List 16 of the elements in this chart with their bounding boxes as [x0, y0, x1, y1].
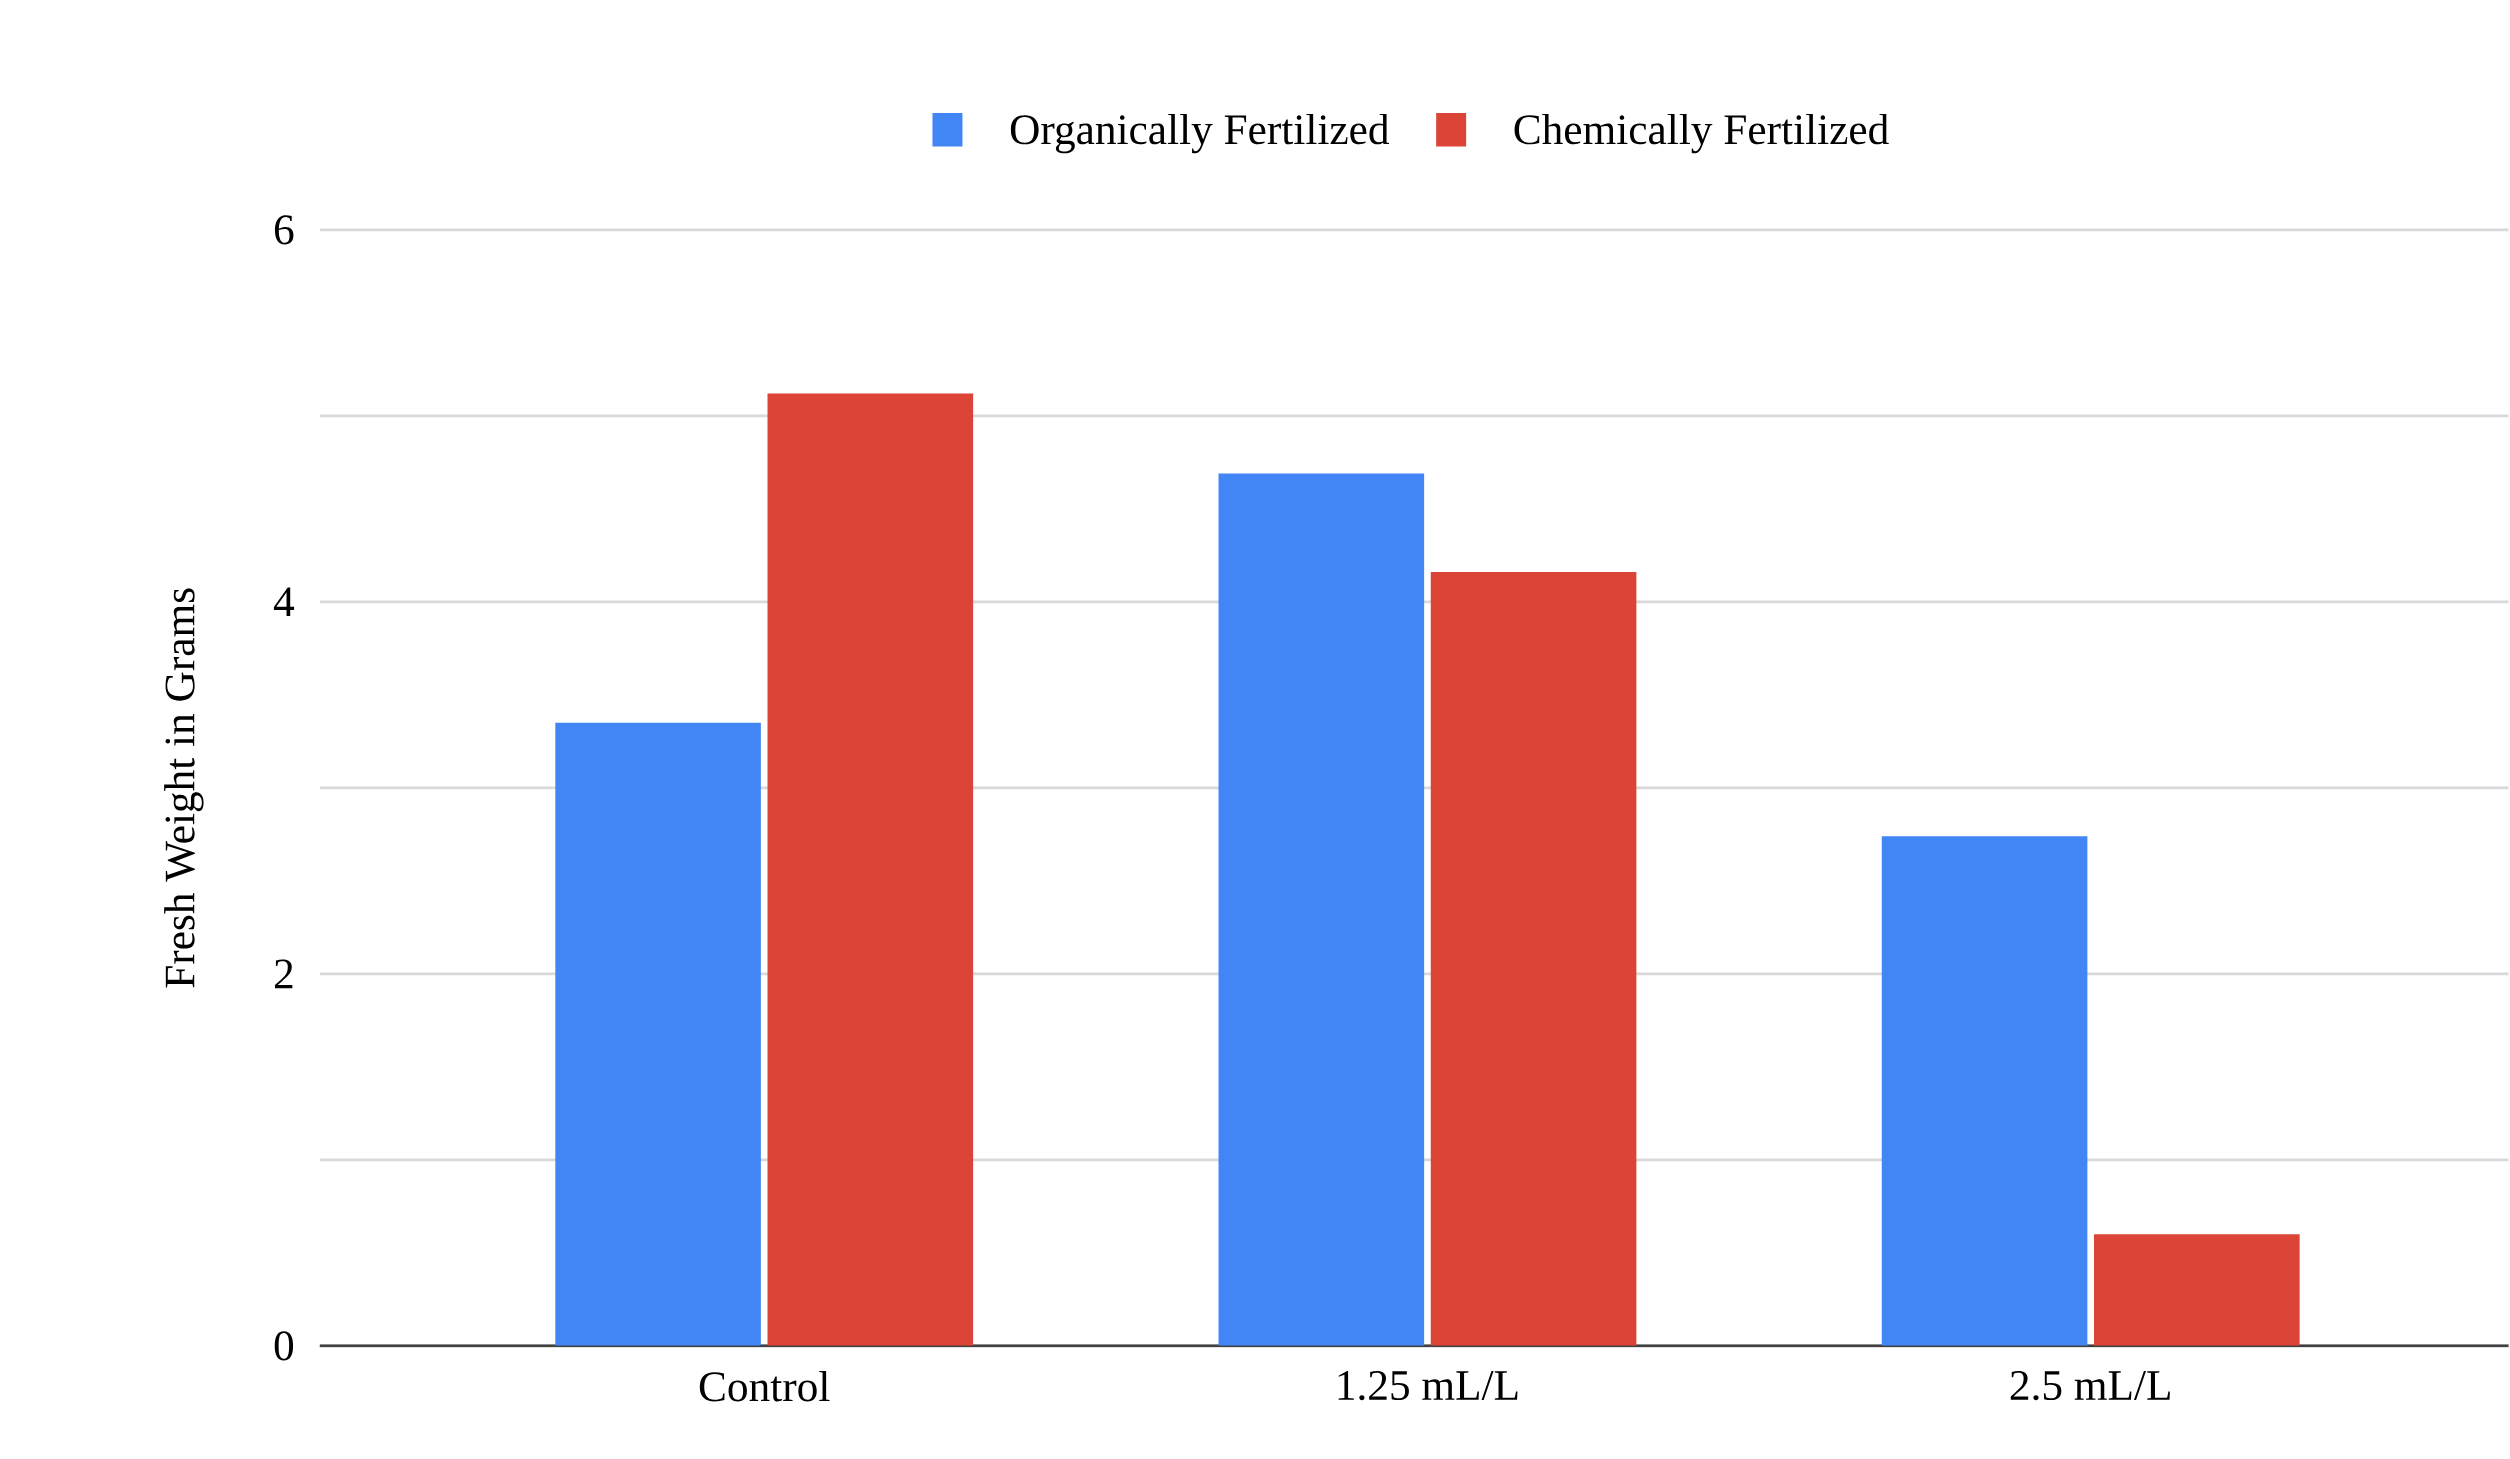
legend-label: Organically Fertilized	[1010, 113, 1389, 154]
bar	[555, 722, 761, 1346]
y-tick-label: 0	[274, 1331, 294, 1361]
x-tick-label: 2.5 mL/L	[2010, 1370, 2170, 1401]
x-tick-label: 1.25 mL/L	[1338, 1370, 1518, 1401]
y-tick-label: 6	[274, 215, 294, 245]
legend-label: Chemically Fertilized	[1514, 113, 1889, 154]
bar	[2094, 1234, 2300, 1346]
x-tick-label: Control	[699, 1370, 830, 1402]
bar	[767, 393, 974, 1346]
bar	[1218, 473, 1425, 1346]
bar	[1430, 572, 1637, 1346]
y-tick-label: 2	[274, 959, 293, 989]
bar	[1881, 836, 2088, 1346]
y-tick-label: 4	[273, 587, 295, 617]
y-axis-title: Fresh Weight in Grams	[164, 588, 204, 988]
